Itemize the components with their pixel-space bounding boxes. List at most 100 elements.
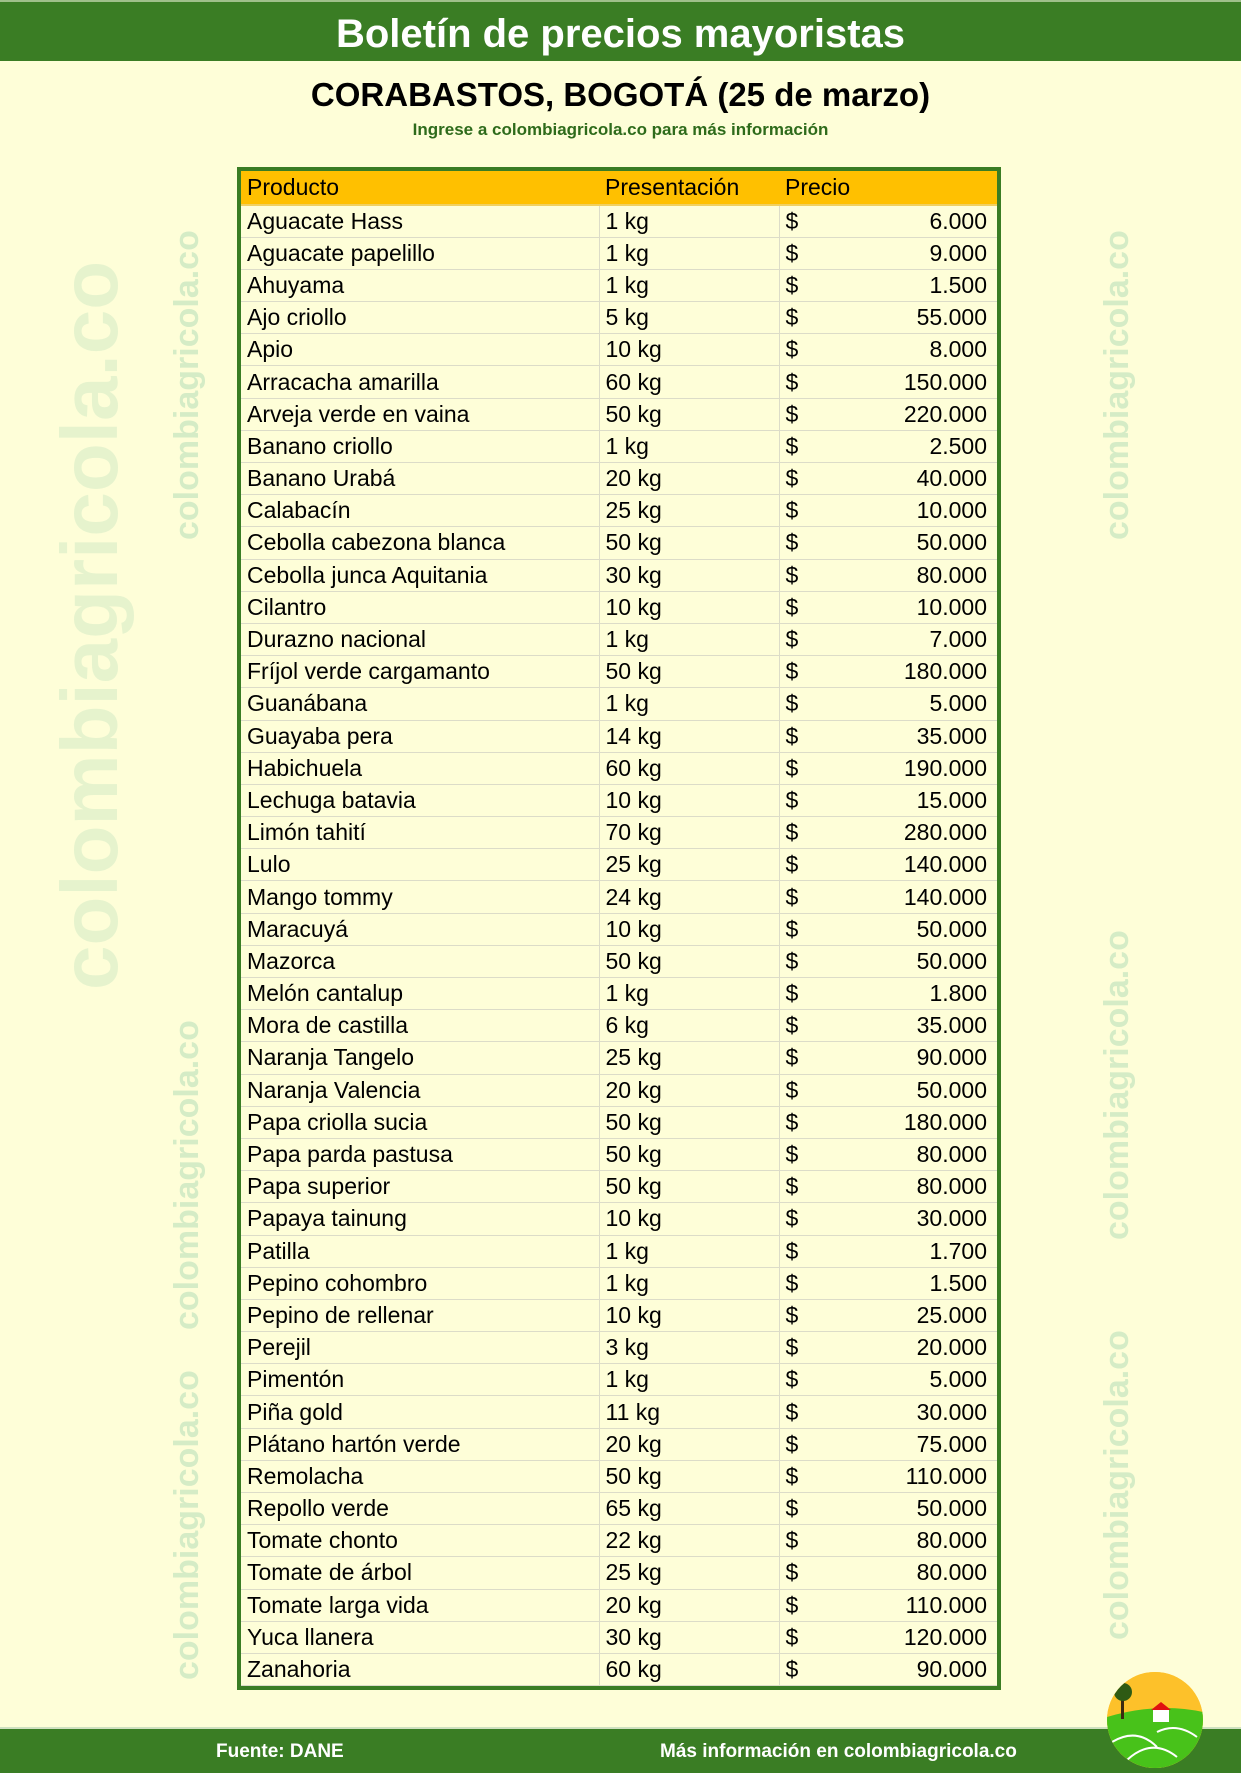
- product-name: Piña gold: [241, 1395, 600, 1429]
- product-name: Papa parda pastusa: [241, 1138, 600, 1172]
- product-name: Yuca llanera: [241, 1621, 600, 1654]
- presentation: 1 kg: [599, 1235, 780, 1268]
- currency-symbol: $: [779, 1299, 839, 1333]
- column-header-price: Precio: [779, 171, 997, 206]
- table-row: Remolacha 50 kg $ 110.000: [241, 1460, 997, 1494]
- presentation: 1 kg: [599, 977, 780, 1011]
- table-row: Habichuela 60 kg $ 190.000: [241, 752, 997, 785]
- currency-symbol: $: [779, 205, 839, 238]
- presentation: 25 kg: [599, 494, 780, 528]
- presentation: 30 kg: [599, 1621, 780, 1654]
- product-name: Habichuela: [241, 752, 600, 785]
- watermark: colombiagricola.co: [1098, 930, 1136, 1240]
- table-row: Calabacín 25 kg $ 10.000: [241, 494, 997, 528]
- price: 90.000: [839, 1653, 997, 1687]
- price-table: Producto Presentación Precio Aguacate Ha…: [237, 167, 1001, 1691]
- presentation: 10 kg: [599, 333, 780, 367]
- product-name: Plátano hartón verde: [241, 1428, 600, 1461]
- table-row: Aguacate papelillo 1 kg $ 9.000: [241, 237, 997, 270]
- currency-symbol: $: [779, 913, 839, 946]
- table-row: Guanábana 1 kg $ 5.000: [241, 687, 997, 721]
- price: 20.000: [839, 1331, 997, 1365]
- currency-symbol: $: [779, 1524, 839, 1558]
- table-row: Ajo criollo 5 kg $ 55.000: [241, 301, 997, 335]
- price: 30.000: [839, 1202, 997, 1236]
- currency-symbol: $: [779, 1428, 839, 1461]
- currency-symbol: $: [779, 237, 839, 270]
- currency-symbol: $: [779, 945, 839, 979]
- presentation: 6 kg: [599, 1009, 780, 1043]
- currency-symbol: $: [779, 398, 839, 431]
- presentation: 20 kg: [599, 1428, 780, 1461]
- presentation: 11 kg: [599, 1395, 780, 1429]
- product-name: Mazorca: [241, 945, 600, 979]
- currency-symbol: $: [779, 1235, 839, 1268]
- table-row: Guayaba pera 14 kg $ 35.000: [241, 720, 997, 753]
- price: 1.700: [839, 1235, 997, 1268]
- presentation: 1 kg: [599, 1363, 780, 1397]
- presentation: 50 kg: [599, 1138, 780, 1172]
- table-row: Maracuyá 10 kg $ 50.000: [241, 913, 997, 946]
- presentation: 10 kg: [599, 784, 780, 818]
- product-name: Apio: [241, 333, 600, 367]
- presentation: 25 kg: [599, 1041, 780, 1075]
- currency-symbol: $: [779, 816, 839, 850]
- price: 75.000: [839, 1428, 997, 1461]
- product-name: Maracuyá: [241, 913, 600, 946]
- table-row: Limón tahití 70 kg $ 280.000: [241, 816, 997, 850]
- presentation: 50 kg: [599, 398, 780, 431]
- table-row: Tomate de árbol 25 kg $ 80.000: [241, 1556, 997, 1590]
- presentation: 20 kg: [599, 1589, 780, 1622]
- presentation: 25 kg: [599, 848, 780, 882]
- currency-symbol: $: [779, 784, 839, 818]
- presentation: 5 kg: [599, 301, 780, 335]
- product-name: Pimentón: [241, 1363, 600, 1397]
- price: 10.000: [839, 494, 997, 528]
- currency-symbol: $: [779, 880, 839, 914]
- presentation: 60 kg: [599, 365, 780, 399]
- table-row: Cebolla cabezona blanca 50 kg $ 50.000: [241, 526, 997, 560]
- table-row: Papa superior 50 kg $ 80.000: [241, 1170, 997, 1204]
- product-name: Papaya tainung: [241, 1202, 600, 1236]
- price: 190.000: [839, 752, 997, 785]
- price: 140.000: [839, 880, 997, 914]
- table-row: Pepino cohombro 1 kg $ 1.500: [241, 1267, 997, 1300]
- price: 7.000: [839, 623, 997, 657]
- table-row: Naranja Valencia 20 kg $ 50.000: [241, 1074, 997, 1107]
- currency-symbol: $: [779, 1395, 839, 1429]
- product-name: Tomate chonto: [241, 1524, 600, 1558]
- presentation: 24 kg: [599, 880, 780, 914]
- product-name: Repollo verde: [241, 1492, 600, 1526]
- price: 50.000: [839, 1492, 997, 1526]
- product-name: Cilantro: [241, 591, 600, 624]
- info-text: Ingrese a colombiagricola.co para más in…: [412, 120, 829, 139]
- currency-symbol: $: [779, 623, 839, 657]
- price: 40.000: [839, 462, 997, 496]
- presentation: 1 kg: [599, 205, 780, 238]
- price: 1.500: [839, 269, 997, 303]
- table-row: Repollo verde 65 kg $ 50.000: [241, 1492, 997, 1526]
- table-row: Yuca llanera 30 kg $ 120.000: [241, 1621, 997, 1654]
- currency-symbol: $: [779, 1138, 839, 1172]
- product-name: Aguacate papelillo: [241, 237, 600, 270]
- presentation: 1 kg: [599, 430, 780, 464]
- currency-symbol: $: [779, 720, 839, 753]
- currency-symbol: $: [779, 494, 839, 528]
- price: 50.000: [839, 945, 997, 979]
- currency-symbol: $: [779, 301, 839, 335]
- currency-symbol: $: [779, 269, 839, 303]
- currency-symbol: $: [779, 365, 839, 399]
- product-name: Zanahoria: [241, 1653, 600, 1687]
- currency-symbol: $: [779, 430, 839, 464]
- price: 180.000: [839, 1106, 997, 1139]
- presentation: 20 kg: [599, 462, 780, 496]
- currency-symbol: $: [779, 1074, 839, 1107]
- currency-symbol: $: [779, 1202, 839, 1236]
- currency-symbol: $: [779, 1331, 839, 1365]
- watermark: colombiagricola.co: [168, 1370, 206, 1680]
- table-row: Lulo 25 kg $ 140.000: [241, 848, 997, 882]
- product-name: Mango tommy: [241, 880, 600, 914]
- price: 35.000: [839, 720, 997, 753]
- price: 5.000: [839, 1363, 997, 1397]
- price: 110.000: [839, 1460, 997, 1494]
